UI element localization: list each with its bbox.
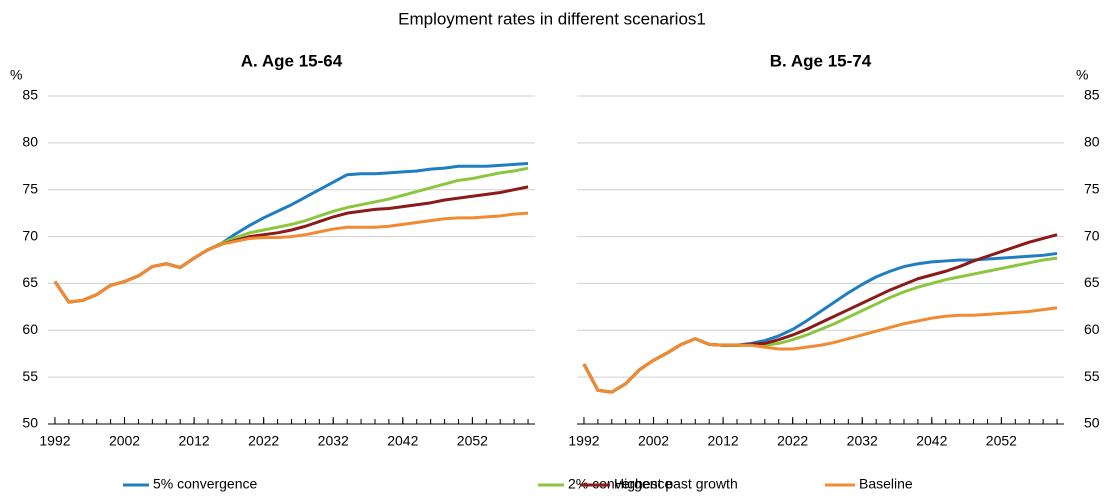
x-tick-label: 2002 <box>638 433 669 449</box>
series-line <box>53 211 529 304</box>
legend-label: 5% convergence <box>153 476 258 492</box>
x-tick-label: 1992 <box>568 433 599 449</box>
x-tick-label: 2032 <box>318 433 349 449</box>
y-tick-label: 75 <box>22 180 38 196</box>
y-tick-label: 60 <box>1084 321 1100 337</box>
panel-title: A. Age 15-64 <box>241 51 343 70</box>
panel-title: B. Age 15-74 <box>770 51 872 70</box>
y-tick-label: 60 <box>22 321 38 337</box>
x-tick-label: 2042 <box>387 433 418 449</box>
series-line <box>582 256 1058 394</box>
y-tick-label: 50 <box>1084 415 1100 431</box>
legend-label: Highest past growth <box>614 476 738 492</box>
x-tick-label: 2052 <box>986 433 1017 449</box>
y-tick-label: 75 <box>1084 180 1100 196</box>
chart-title: Employment rates in different scenarios1 <box>398 9 706 28</box>
y-tick-label: 50 <box>22 415 38 431</box>
legend-label: Baseline <box>859 476 913 492</box>
x-tick-label: 1992 <box>39 433 70 449</box>
x-tick-label: 2032 <box>847 433 878 449</box>
x-tick-label: 2042 <box>916 433 947 449</box>
x-tick-label: 2012 <box>708 433 739 449</box>
legend-label: 2% convergence <box>568 476 673 492</box>
x-tick-label: 2022 <box>777 433 808 449</box>
y-tick-label: 55 <box>1084 368 1100 384</box>
y-axis-label: % <box>1076 67 1088 83</box>
y-tick-label: 85 <box>22 87 38 103</box>
y-tick-label: 65 <box>22 274 38 290</box>
y-tick-label: 55 <box>22 368 38 384</box>
x-tick-label: 2052 <box>457 433 488 449</box>
x-tick-label: 2002 <box>109 433 140 449</box>
y-tick-label: 65 <box>1084 274 1100 290</box>
y-axis-label: % <box>10 67 22 83</box>
y-tick-label: 70 <box>22 227 38 243</box>
y-tick-label: 80 <box>1084 134 1100 150</box>
y-tick-label: 80 <box>22 134 38 150</box>
series-line <box>582 306 1058 394</box>
y-tick-label: 70 <box>1084 227 1100 243</box>
x-tick-label: 2012 <box>179 433 210 449</box>
x-tick-label: 2022 <box>248 433 279 449</box>
y-tick-label: 85 <box>1084 87 1100 103</box>
